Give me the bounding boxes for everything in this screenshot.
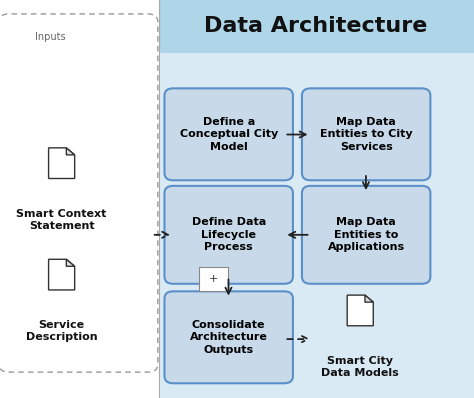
- Text: +: +: [209, 274, 218, 285]
- PathPatch shape: [347, 295, 373, 326]
- FancyBboxPatch shape: [0, 0, 159, 398]
- PathPatch shape: [66, 148, 75, 155]
- FancyBboxPatch shape: [164, 186, 293, 284]
- FancyBboxPatch shape: [159, 0, 474, 398]
- Text: Service
Description: Service Description: [26, 320, 98, 342]
- FancyBboxPatch shape: [164, 88, 293, 180]
- PathPatch shape: [66, 259, 75, 266]
- PathPatch shape: [49, 148, 75, 178]
- Text: Consolidate
Architecture
Outputs: Consolidate Architecture Outputs: [190, 320, 268, 355]
- FancyBboxPatch shape: [302, 186, 430, 284]
- Text: Smart City
Data Models: Smart City Data Models: [321, 356, 399, 378]
- FancyBboxPatch shape: [302, 88, 430, 180]
- FancyBboxPatch shape: [164, 291, 293, 383]
- PathPatch shape: [365, 295, 373, 302]
- Text: Define a
Conceptual City
Model: Define a Conceptual City Model: [180, 117, 278, 152]
- PathPatch shape: [49, 259, 75, 290]
- Text: Data Architecture: Data Architecture: [203, 16, 427, 36]
- Text: Map Data
Entities to
Applications: Map Data Entities to Applications: [328, 217, 405, 252]
- FancyBboxPatch shape: [199, 267, 228, 291]
- Text: Smart Context
Statement: Smart Context Statement: [17, 209, 107, 230]
- Text: Map Data
Entities to City
Services: Map Data Entities to City Services: [320, 117, 412, 152]
- Text: Inputs: Inputs: [35, 32, 65, 42]
- FancyBboxPatch shape: [159, 0, 474, 53]
- Text: Define Data
Lifecycle
Process: Define Data Lifecycle Process: [191, 217, 266, 252]
